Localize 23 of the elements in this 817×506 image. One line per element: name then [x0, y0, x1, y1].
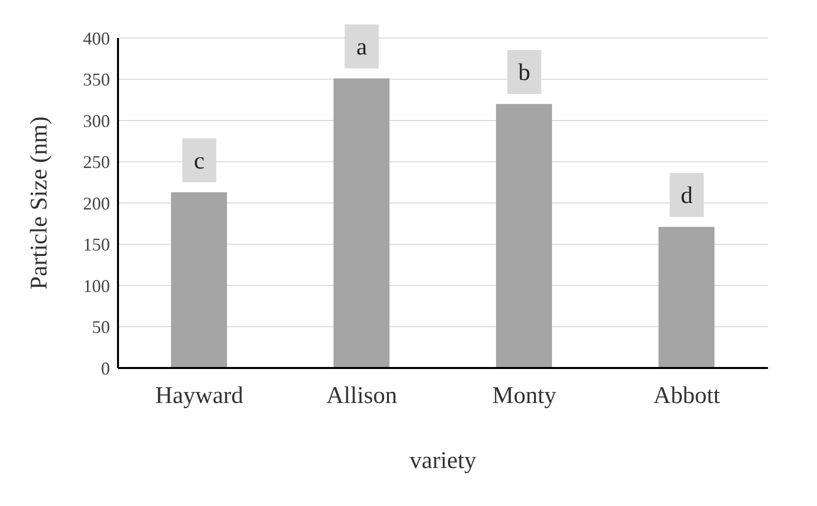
annotation: b	[518, 60, 530, 86]
y-tick-label: 150	[83, 234, 110, 255]
y-axis-title: Particle Size (nm)	[26, 116, 53, 290]
annotation: c	[194, 148, 205, 174]
y-tick-label: 250	[83, 152, 110, 172]
y-tick-label: 50	[92, 317, 110, 338]
x-axis-title: variety	[410, 448, 476, 474]
x-tick-label: Allison	[326, 383, 398, 410]
bar	[496, 104, 552, 368]
x-tick-label: Monty	[492, 383, 556, 410]
y-tick-label: 400	[83, 28, 110, 48]
y-tick-label: 100	[83, 276, 110, 296]
annotation: a	[356, 34, 368, 60]
y-tick-label: 200	[83, 193, 110, 214]
y-tick-label: 0	[101, 358, 110, 378]
bar	[171, 192, 227, 368]
x-tick-label: Hayward	[155, 383, 244, 410]
bar	[334, 78, 390, 368]
bar	[658, 226, 714, 368]
y-tick-label: 350	[83, 70, 110, 90]
x-tick-label: Abbott	[653, 383, 720, 410]
y-tick-label: 300	[83, 110, 110, 131]
annotation: d	[680, 182, 693, 209]
